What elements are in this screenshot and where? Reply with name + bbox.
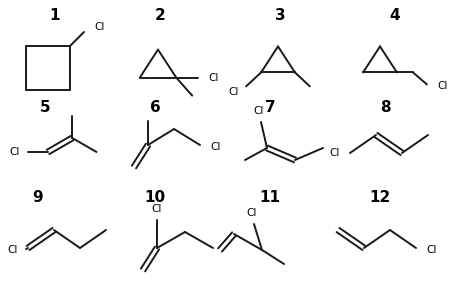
Text: 3: 3 (275, 9, 285, 24)
Text: 12: 12 (369, 191, 391, 205)
Text: 11: 11 (259, 191, 281, 205)
Text: Cl: Cl (8, 245, 18, 255)
Text: 9: 9 (33, 191, 43, 205)
Text: Cl: Cl (9, 147, 20, 157)
Text: 4: 4 (390, 9, 401, 24)
Text: 5: 5 (40, 100, 50, 115)
Text: Cl: Cl (437, 82, 447, 91)
Text: Cl: Cl (94, 22, 104, 32)
Text: Cl: Cl (210, 142, 220, 152)
Text: Cl: Cl (229, 88, 239, 97)
Text: Cl: Cl (247, 208, 257, 218)
Text: Cl: Cl (152, 204, 162, 214)
Text: 2: 2 (155, 9, 165, 24)
Text: 8: 8 (380, 100, 390, 115)
Text: 7: 7 (264, 100, 275, 115)
Text: Cl: Cl (208, 73, 219, 83)
Text: 6: 6 (150, 100, 160, 115)
Text: Cl: Cl (329, 148, 340, 158)
Text: 1: 1 (50, 9, 60, 24)
Text: Cl: Cl (426, 245, 437, 255)
Text: Cl: Cl (254, 106, 264, 116)
Text: 10: 10 (145, 191, 165, 205)
